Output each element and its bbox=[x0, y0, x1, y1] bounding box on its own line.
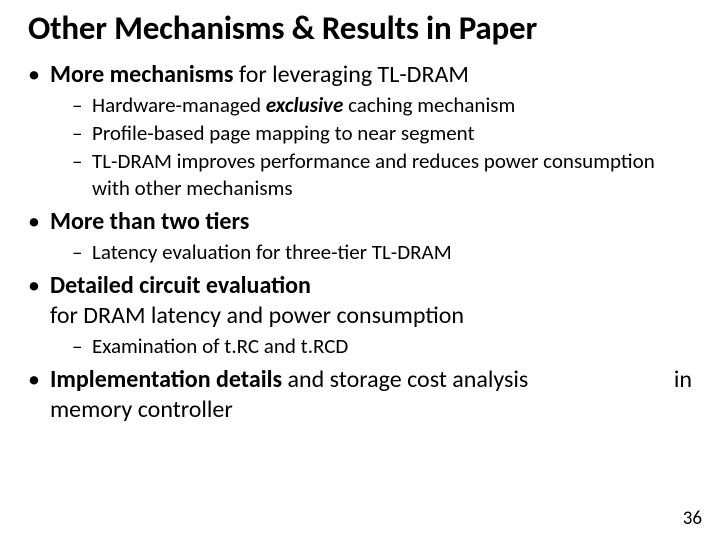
bullet-1-sub-3: TL-DRAM improves performance and reduces… bbox=[72, 148, 692, 201]
bullet-1: More mechanisms for leveraging TL-DRAM H… bbox=[28, 60, 692, 201]
bullet-4-mid: and storage cost analysis bbox=[282, 365, 528, 394]
bullet-1-sub-1b: exclusive bbox=[266, 92, 343, 118]
bullet-1-sub-1c: caching mechanism bbox=[343, 92, 515, 118]
bullet-1-sublist: Hardware-managed exclusive caching mecha… bbox=[50, 92, 692, 201]
bullet-1-sub-1a: Hardware-managed bbox=[92, 92, 266, 118]
bullet-3-bold: Detailed circuit evaluation bbox=[50, 271, 311, 300]
bullet-list: More mechanisms for leveraging TL-DRAM H… bbox=[28, 60, 692, 426]
slide: Other Mechanisms & Results in Paper More… bbox=[0, 0, 720, 540]
bullet-1-rest: for leveraging TL-DRAM bbox=[233, 60, 468, 89]
bullet-4-right: in bbox=[674, 365, 692, 395]
bullet-1-sub-1: Hardware-managed exclusive caching mecha… bbox=[72, 92, 692, 118]
bullet-4: Implementation details and storage cost … bbox=[28, 365, 692, 425]
bullet-4-line2: memory controller bbox=[50, 395, 233, 424]
bullet-2-bold: More than two tiers bbox=[50, 207, 249, 236]
bullet-1-sub-2: Profile-based page mapping to near segme… bbox=[72, 120, 692, 146]
bullet-4-left: Implementation details and storage cost … bbox=[50, 365, 528, 395]
bullet-2-sub-1: Latency evaluation for three-tier TL-DRA… bbox=[72, 239, 692, 265]
bullet-3-sub-1: Examination of t.RC and t.RCD bbox=[72, 333, 692, 359]
bullet-3-line2: for DRAM latency and power consumption bbox=[50, 301, 464, 330]
bullet-2-sublist: Latency evaluation for three-tier TL-DRA… bbox=[50, 239, 692, 265]
bullet-4-bold: Implementation details bbox=[50, 365, 282, 394]
page-number: 36 bbox=[683, 507, 702, 530]
slide-title: Other Mechanisms & Results in Paper bbox=[28, 10, 692, 48]
bullet-4-row: Implementation details and storage cost … bbox=[50, 365, 692, 395]
bullet-1-bold: More mechanisms bbox=[50, 60, 233, 89]
bullet-3-sublist: Examination of t.RC and t.RCD bbox=[50, 333, 692, 359]
bullet-2: More than two tiers Latency evaluation f… bbox=[28, 207, 692, 265]
bullet-3: Detailed circuit evaluation for DRAM lat… bbox=[28, 271, 692, 359]
